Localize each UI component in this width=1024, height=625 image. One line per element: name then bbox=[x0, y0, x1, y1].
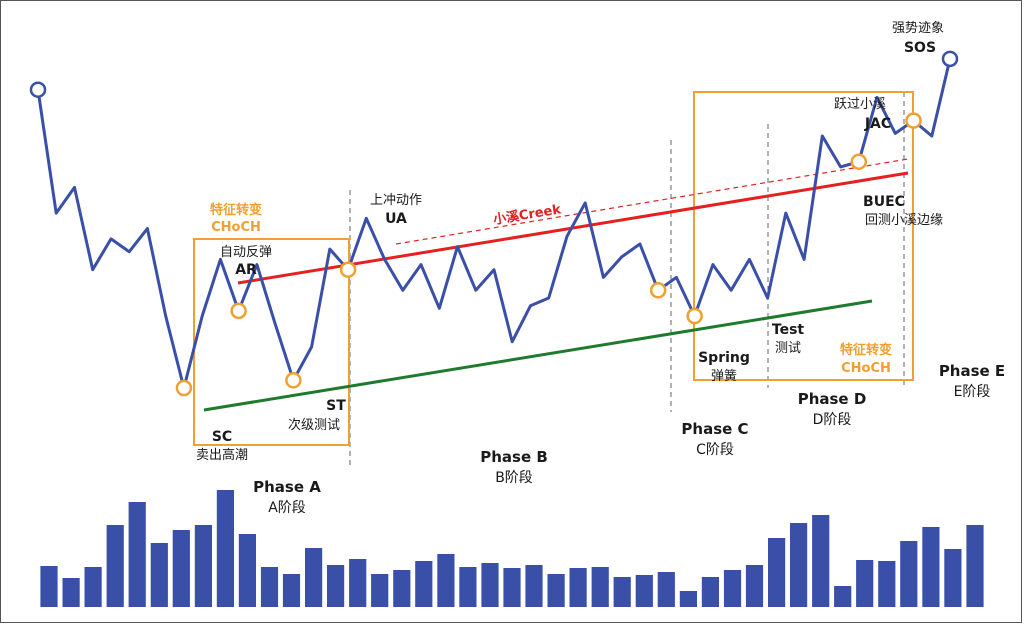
volume-histogram bbox=[40, 490, 984, 607]
volume-bar bbox=[393, 570, 411, 607]
volume-bar bbox=[657, 572, 675, 607]
volume-bar bbox=[305, 548, 323, 607]
sc-label: SC bbox=[212, 429, 232, 445]
volume-bar bbox=[216, 490, 234, 607]
volume-bar bbox=[569, 568, 587, 607]
ua-label-cn: 上冲动作 bbox=[370, 193, 422, 208]
ua-label: UA bbox=[385, 211, 407, 227]
phase-a-label: Phase A bbox=[253, 478, 321, 496]
sos-label-cn: 强势迹象 bbox=[892, 20, 944, 36]
volume-bar bbox=[966, 525, 984, 607]
phase-d-label-cn: D阶段 bbox=[813, 412, 852, 428]
ar-label-cn: 自动反弹 bbox=[220, 245, 272, 260]
volume-bar bbox=[525, 565, 543, 607]
spring-label-cn: 弹簧 bbox=[711, 368, 737, 384]
ar-label: AR bbox=[235, 262, 257, 278]
spring-label: Spring bbox=[698, 350, 750, 366]
start-marker bbox=[29, 81, 47, 98]
volume-bar bbox=[745, 565, 764, 607]
volume-bar bbox=[415, 561, 433, 607]
price-line bbox=[36, 58, 952, 390]
buec-marker bbox=[905, 112, 922, 129]
volume-bar bbox=[260, 567, 279, 607]
volume-bar bbox=[128, 502, 146, 607]
phase-e-label: Phase E bbox=[939, 362, 1005, 380]
support-line bbox=[203, 299, 873, 412]
buec-label-cn: 回测小溪边缘 bbox=[865, 213, 943, 228]
creek-label: 小溪Creek bbox=[492, 201, 562, 228]
phase-e-label-cn: E阶段 bbox=[954, 384, 991, 400]
phase-c-label: Phase C bbox=[681, 420, 748, 438]
volume-bar bbox=[371, 574, 389, 607]
volume-bar bbox=[723, 570, 742, 607]
volume-bar bbox=[459, 567, 477, 607]
volume-bar bbox=[944, 549, 962, 607]
volume-bar bbox=[327, 565, 345, 607]
jac-label-cn: 跃过小溪 bbox=[834, 97, 886, 112]
choch-label-cn-2: 特征转变 bbox=[840, 342, 892, 358]
phase-c-label-cn: C阶段 bbox=[696, 442, 734, 458]
spring-marker bbox=[649, 282, 667, 299]
creek-dashed-extension bbox=[395, 158, 909, 245]
st-label-cn: 次级测试 bbox=[288, 417, 340, 433]
volume-bar bbox=[106, 525, 124, 607]
volume-bar bbox=[172, 530, 190, 607]
sc-marker bbox=[175, 379, 193, 397]
volume-bar bbox=[481, 563, 499, 607]
volume-bar bbox=[194, 525, 212, 607]
jac-label: JAC bbox=[864, 116, 891, 132]
volume-bar bbox=[635, 575, 653, 607]
buec-label: BUEC bbox=[863, 194, 905, 210]
choch-label-en-2: CHoCH bbox=[841, 361, 891, 376]
volume-bar bbox=[613, 577, 631, 607]
volume-bar bbox=[900, 541, 918, 607]
volume-bar bbox=[150, 543, 168, 607]
volume-bar bbox=[503, 568, 521, 607]
sos-label: SOS bbox=[904, 40, 936, 56]
volume-bar bbox=[856, 560, 874, 607]
sos-marker bbox=[941, 50, 959, 68]
choch-label-cn-1: 特征转变 bbox=[210, 202, 262, 218]
test-label-cn: 测试 bbox=[775, 341, 801, 356]
volume-bar bbox=[812, 515, 830, 607]
test-label: Test bbox=[772, 322, 805, 338]
volume-bar bbox=[40, 566, 58, 607]
volume-bar bbox=[437, 554, 455, 607]
volume-bar bbox=[547, 574, 565, 607]
volume-bar bbox=[238, 534, 256, 607]
choch-label-en-1: CHoCH bbox=[211, 220, 261, 235]
volume-bar bbox=[701, 577, 719, 607]
ua-marker bbox=[339, 261, 357, 278]
event-markers bbox=[29, 50, 959, 397]
volume-bar bbox=[84, 567, 102, 607]
volume-bar bbox=[282, 574, 301, 607]
st-label: ST bbox=[326, 398, 346, 414]
volume-bar bbox=[62, 578, 80, 607]
phase-b-label-cn: B阶段 bbox=[495, 470, 533, 486]
volume-bar bbox=[922, 527, 940, 607]
ar-marker bbox=[230, 302, 247, 320]
volume-bar bbox=[790, 523, 808, 607]
choch-box-phase-c-d bbox=[693, 91, 914, 381]
volume-bar bbox=[878, 561, 896, 607]
jac-marker bbox=[850, 153, 868, 170]
volume-bar bbox=[834, 586, 852, 607]
volume-bar bbox=[349, 559, 367, 607]
phase-a-label-cn: A阶段 bbox=[268, 500, 306, 516]
volume-bar bbox=[679, 591, 697, 607]
sc-label-cn: 卖出高潮 bbox=[196, 447, 248, 463]
phase-d-label: Phase D bbox=[798, 390, 867, 408]
phase-b-label: Phase B bbox=[480, 448, 548, 466]
volume-bar bbox=[768, 538, 786, 607]
choch-box-phase-a bbox=[193, 238, 350, 446]
volume-bar bbox=[591, 567, 609, 607]
test-marker bbox=[686, 307, 703, 325]
st-marker bbox=[285, 372, 302, 389]
